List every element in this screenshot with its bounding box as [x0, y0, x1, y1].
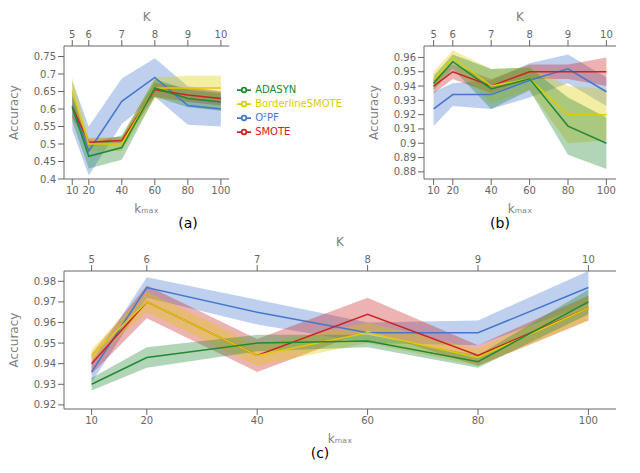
html-text:(c): (c) [310, 445, 330, 461]
svg-text:9: 9 [475, 254, 481, 265]
html-text:O²PF: O²PF [255, 111, 279, 123]
svg-text:Accuracy: Accuracy [368, 85, 381, 140]
svg-text:7: 7 [488, 29, 494, 40]
svg-text:0.7: 0.7 [40, 69, 56, 80]
svg-text:0.4: 0.4 [40, 174, 56, 185]
svg-text:0.94: 0.94 [34, 358, 56, 369]
svg-text:10: 10 [85, 415, 98, 426]
svg-text:80: 80 [181, 185, 194, 196]
svg-text:9: 9 [565, 29, 571, 40]
svg-text:100: 100 [211, 185, 230, 196]
svg-text:0.9: 0.9 [400, 138, 416, 149]
svg-text:40: 40 [485, 185, 498, 196]
svg-text:6: 6 [86, 29, 92, 40]
svg-text:10: 10 [582, 254, 595, 265]
svg-text:0.93: 0.93 [34, 379, 56, 390]
html-text:BorderlineSMOTE: BorderlineSMOTE [255, 97, 342, 109]
svg-text:10: 10 [66, 185, 79, 196]
svg-text:0.96: 0.96 [34, 317, 56, 328]
svg-text:K: K [516, 10, 525, 24]
svg-text:0.75: 0.75 [34, 51, 56, 62]
svg-text:0.88: 0.88 [394, 166, 416, 177]
svg-text:9: 9 [185, 29, 191, 40]
svg-text:0.93: 0.93 [394, 95, 416, 106]
svg-text:10: 10 [427, 185, 440, 196]
svg-text:6: 6 [144, 254, 150, 265]
svg-text:0.65: 0.65 [34, 86, 56, 97]
svg-text:0.45: 0.45 [34, 156, 56, 167]
svg-text:60: 60 [361, 415, 374, 426]
svg-text:10: 10 [215, 29, 228, 40]
svg-text:0.95: 0.95 [394, 66, 416, 77]
svg-text:7: 7 [254, 254, 260, 265]
svg-text:K: K [143, 10, 152, 24]
svg-text:5: 5 [88, 254, 94, 265]
svg-text:5: 5 [430, 29, 436, 40]
html-text:(b): (b) [490, 215, 510, 231]
svg-text:100: 100 [579, 415, 598, 426]
svg-text:20: 20 [446, 185, 459, 196]
svg-text:kₘₐₓ: kₘₐₓ [328, 432, 352, 443]
svg-text:0.91: 0.91 [394, 123, 416, 134]
svg-text:0.55: 0.55 [34, 121, 56, 132]
svg-text:10: 10 [600, 29, 613, 40]
svg-text:0.96: 0.96 [394, 52, 416, 63]
svg-text:K: K [336, 235, 345, 249]
svg-text:0.92: 0.92 [394, 109, 416, 120]
svg-text:6: 6 [450, 29, 456, 40]
html-text:ADASYN: ADASYN [255, 83, 297, 95]
svg-text:40: 40 [251, 415, 264, 426]
svg-text:20: 20 [82, 185, 95, 196]
svg-text:0.94: 0.94 [394, 81, 416, 92]
svg-text:80: 80 [562, 185, 575, 196]
svg-text:100: 100 [597, 185, 616, 196]
html-text:(a): (a) [178, 215, 198, 231]
svg-text:Accuracy: Accuracy [8, 313, 21, 368]
svg-text:Accuracy: Accuracy [8, 85, 21, 140]
svg-text:kₘₐₓ: kₘₐₓ [508, 202, 532, 213]
svg-text:0.97: 0.97 [34, 296, 56, 307]
svg-text:7: 7 [119, 29, 125, 40]
svg-text:80: 80 [472, 415, 485, 426]
svg-text:0.92: 0.92 [34, 399, 56, 410]
svg-text:0.6: 0.6 [40, 104, 56, 115]
svg-text:8: 8 [152, 29, 158, 40]
svg-text:20: 20 [140, 415, 153, 426]
svg-text:8: 8 [526, 29, 532, 40]
svg-text:0.5: 0.5 [40, 139, 56, 150]
html-text:SMOTE: SMOTE [255, 125, 291, 137]
svg-text:8: 8 [364, 254, 370, 265]
svg-text:60: 60 [148, 185, 161, 196]
svg-text:5: 5 [69, 29, 75, 40]
svg-text:0.95: 0.95 [34, 338, 56, 349]
svg-text:0.89: 0.89 [394, 152, 416, 163]
svg-text:0.98: 0.98 [34, 276, 56, 287]
svg-text:60: 60 [523, 185, 536, 196]
svg-text:40: 40 [115, 185, 128, 196]
svg-text:kₘₐₓ: kₘₐₓ [134, 202, 158, 213]
